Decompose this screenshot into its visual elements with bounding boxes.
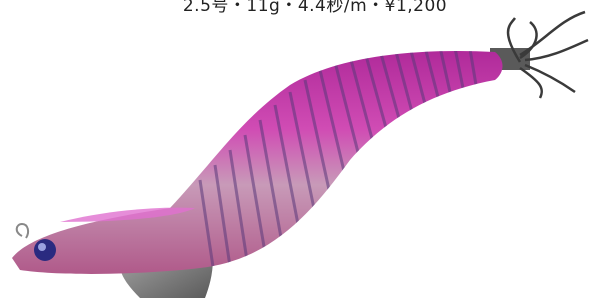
line-tie (17, 224, 28, 238)
hooks (490, 12, 588, 98)
lure-body (12, 51, 503, 274)
hook (520, 68, 542, 98)
lure-image (0, 0, 594, 298)
eye (34, 239, 56, 261)
page: {"caption": "2.5号・11g・4.4秒/m・¥1,200"} 2.… (0, 0, 594, 298)
eye-highlight (38, 243, 46, 251)
